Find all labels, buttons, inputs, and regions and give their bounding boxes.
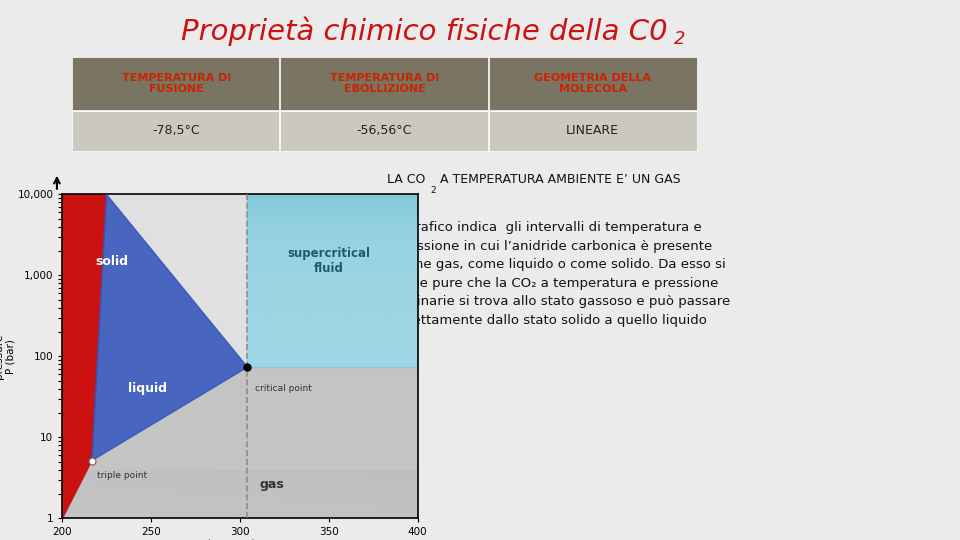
Text: 2: 2 (674, 30, 685, 48)
Text: GEOMETRIA DELLA
MOLECOLA: GEOMETRIA DELLA MOLECOLA (534, 73, 651, 94)
Text: Proprietà chimico fisiche della C0: Proprietà chimico fisiche della C0 (181, 16, 668, 46)
Text: critical point: critical point (254, 384, 311, 393)
Polygon shape (92, 194, 248, 461)
Bar (72, 57, 697, 111)
Text: -78,5°C: -78,5°C (153, 124, 200, 138)
Text: -56,56°C: -56,56°C (357, 124, 412, 138)
Text: triple point: triple point (97, 471, 147, 480)
Text: A TEMPERATURA AMBIENTE E’ UN GAS: A TEMPERATURA AMBIENTE E’ UN GAS (436, 173, 681, 186)
Text: 2: 2 (431, 186, 437, 195)
Text: LINEARE: LINEARE (566, 124, 619, 138)
Text: solid: solid (96, 255, 129, 268)
Text: supercritical
fluid: supercritical fluid (287, 247, 371, 275)
Text: Il grafico indica  gli intervalli di temperatura e
pressione in cui l’anidride c: Il grafico indica gli intervalli di temp… (396, 221, 731, 327)
Text: LA CO: LA CO (387, 173, 425, 186)
Text: gas: gas (259, 478, 284, 491)
Y-axis label: pressure
P (bar): pressure P (bar) (0, 334, 16, 379)
Text: liquid: liquid (128, 382, 167, 395)
X-axis label: temperature
T (K): temperature T (K) (207, 539, 273, 540)
Text: TEMPERATURA DI
FUSIONE: TEMPERATURA DI FUSIONE (122, 73, 231, 94)
Polygon shape (62, 194, 107, 518)
Polygon shape (62, 367, 418, 518)
Polygon shape (248, 194, 418, 367)
Bar (72, 111, 697, 151)
Text: TEMPERATURA DI
EBOLLIZIONE: TEMPERATURA DI EBOLLIZIONE (329, 73, 439, 94)
